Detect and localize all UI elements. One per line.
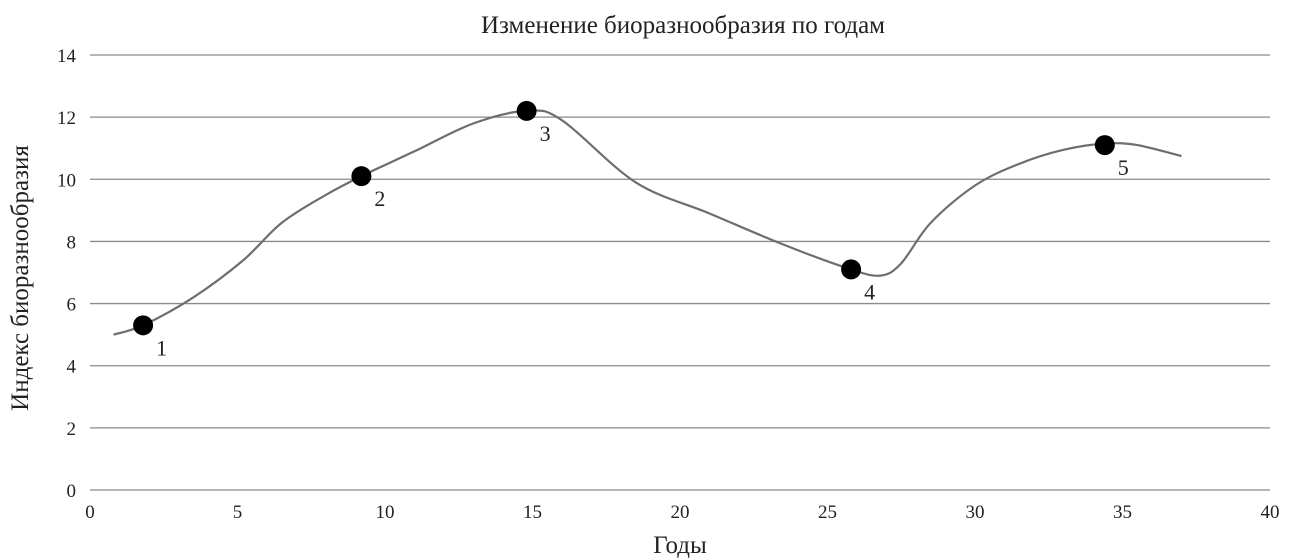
series-line [113, 109, 1182, 336]
x-tick-label: 35 [1113, 502, 1132, 523]
data-point-label-3: 3 [540, 121, 551, 146]
y-tick-label: 8 [67, 232, 77, 253]
x-tick-label: 0 [85, 502, 95, 523]
data-point-2 [351, 166, 372, 187]
data-points: 1 2 3 4 5 [133, 100, 1129, 360]
y-axis-ticks: 0 2 4 6 8 10 12 14 [57, 46, 77, 502]
data-point-label-2: 2 [374, 186, 385, 211]
x-tick-label: 20 [671, 502, 690, 523]
data-point-label-4: 4 [864, 279, 875, 304]
y-tick-label: 10 [57, 170, 76, 191]
y-tick-label: 4 [67, 357, 77, 378]
data-point-label-5: 5 [1118, 155, 1129, 180]
grid-lines [90, 54, 1270, 491]
x-tick-label: 5 [233, 502, 243, 523]
x-tick-label: 40 [1261, 502, 1280, 523]
y-tick-label: 0 [67, 481, 77, 502]
y-tick-label: 12 [57, 108, 76, 129]
x-axis-ticks: 0 5 10 15 20 25 30 35 40 [85, 502, 1279, 523]
x-tick-label: 30 [966, 502, 985, 523]
y-axis-title: Индекс биоразнообразия [7, 145, 34, 411]
x-tick-label: 25 [818, 502, 837, 523]
data-point-3 [516, 100, 537, 121]
y-tick-label: 6 [67, 295, 77, 316]
data-point-1 [133, 315, 154, 336]
data-point-label-1: 1 [156, 335, 167, 360]
data-point-4 [841, 259, 862, 280]
y-tick-label: 14 [57, 46, 77, 67]
x-tick-label: 15 [523, 502, 542, 523]
chart-title: Изменение биоразнообразия по годам [481, 12, 885, 39]
y-tick-label: 2 [67, 419, 77, 440]
x-axis-title: Годы [653, 532, 707, 559]
x-tick-label: 10 [376, 502, 395, 523]
data-point-5 [1094, 135, 1115, 156]
